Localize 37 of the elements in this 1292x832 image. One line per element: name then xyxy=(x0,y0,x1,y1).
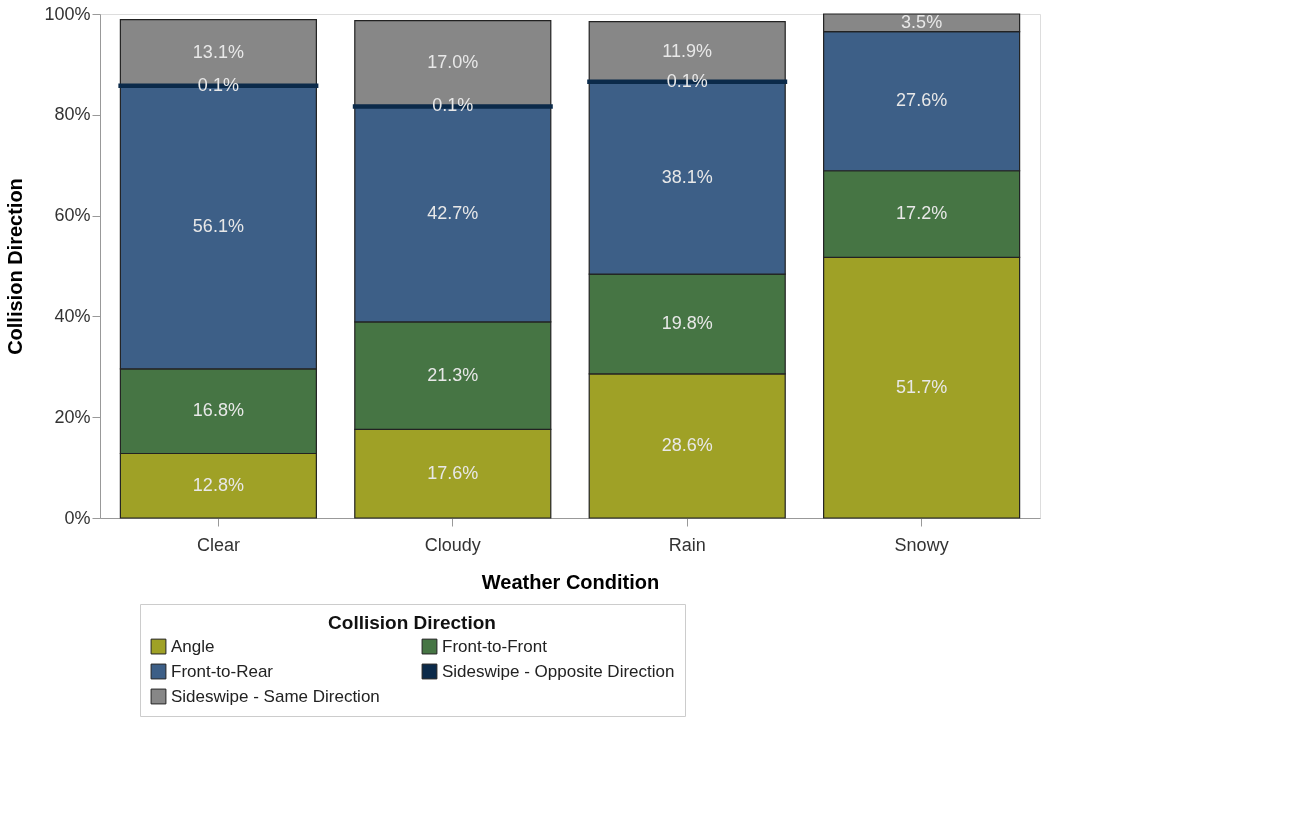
legend-label: Angle xyxy=(171,636,215,656)
y-tick-label: 40% xyxy=(54,305,91,326)
y-tick-label: 60% xyxy=(54,205,91,226)
x-axis-title: Weather Condition xyxy=(481,570,660,593)
text: 0.1% xyxy=(666,70,708,91)
y-tick-label: 100% xyxy=(44,3,91,24)
text: 0.1% xyxy=(432,95,474,116)
text: 27.6% xyxy=(896,90,948,111)
text: 11.9% xyxy=(662,40,713,61)
x-tick-label: Cloudy xyxy=(424,534,481,555)
text: 28.6% xyxy=(661,434,713,455)
text: 0.1% xyxy=(197,74,239,95)
text: 16.8% xyxy=(192,400,244,421)
text: 12.8% xyxy=(192,474,244,495)
legend-label: Sideswipe - Opposite Direction xyxy=(442,661,675,681)
legend-label: Front-to-Front xyxy=(442,636,548,656)
y-axis-title: Collision Direction xyxy=(4,178,27,355)
text: 21.3% xyxy=(427,364,479,385)
text: 51.7% xyxy=(896,376,948,397)
x-tick-label: Clear xyxy=(196,534,240,555)
text: 19.8% xyxy=(661,312,713,333)
legend-label: Sideswipe - Same Direction xyxy=(171,686,380,706)
text: 3.5% xyxy=(901,11,943,32)
legend-label: Front-to-Rear xyxy=(171,661,274,681)
text: 17.0% xyxy=(427,52,479,73)
y-tick-label: 0% xyxy=(64,507,91,528)
text: 42.7% xyxy=(427,203,479,224)
text: 17.6% xyxy=(427,462,479,483)
y-tick-label: 20% xyxy=(54,406,91,427)
legend-title: Collision Direction xyxy=(328,612,496,633)
text: 56.1% xyxy=(192,216,244,237)
text: 17.2% xyxy=(896,203,948,224)
y-tick-label: 80% xyxy=(54,104,91,125)
x-tick-label: Snowy xyxy=(894,534,949,555)
text: 13.1% xyxy=(192,41,244,62)
text: 38.1% xyxy=(661,167,713,188)
x-tick-label: Rain xyxy=(668,534,706,555)
